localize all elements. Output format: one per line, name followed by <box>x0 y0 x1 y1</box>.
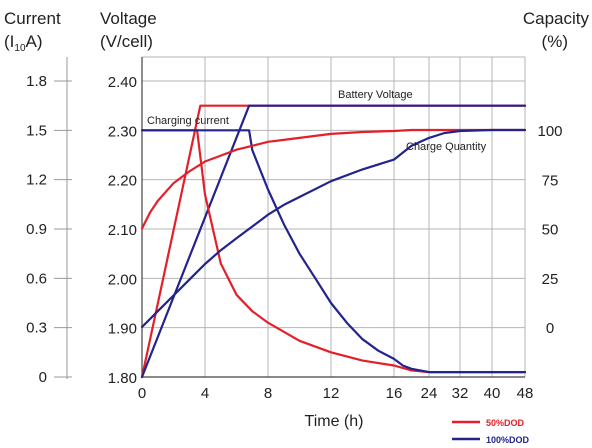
series-line-current-100pctdod <box>140 129 527 374</box>
charging-current-annotation: Charging current <box>147 115 229 127</box>
x-tick-label: 48 <box>517 385 534 402</box>
capacity-tick-label: 25 <box>542 271 559 288</box>
tick-labels: 1.8 1.5 1.2 0.9 0.6 0.3 0 2.40 2.30 2.20 2.10 2.00 1… <box>26 73 562 430</box>
data-series <box>140 104 527 379</box>
current-tick-label: 1.2 <box>26 172 47 189</box>
voltage-tick-label: 2.10 <box>108 222 137 239</box>
voltage-tick-label: 2.40 <box>108 74 137 91</box>
capacity-tick-label: 50 <box>542 222 559 239</box>
current-axis-unit-post: A) <box>26 32 43 51</box>
x-tick-label: 32 <box>452 385 469 402</box>
x-tick-label: 16 <box>386 385 403 402</box>
voltage-axis-unit: (V/cell) <box>100 32 153 51</box>
current-tick-label: 0.3 <box>26 320 47 337</box>
current-tick-label: 1.5 <box>26 122 47 139</box>
voltage-axis-title: Voltage <box>100 9 157 28</box>
x-tick-label: 12 <box>323 385 340 402</box>
chart-grid <box>142 56 526 377</box>
current-axis-title: Current <box>4 9 61 28</box>
voltage-tick-label: 2.30 <box>108 123 137 140</box>
x-tick-label: 0 <box>138 385 146 402</box>
current-axis-unit-pre: (I <box>4 32 14 51</box>
axis-titles: Current (I10A) Voltage (V/cell) Capacity… <box>4 9 590 54</box>
capacity-axis-title: Capacity <box>523 9 590 28</box>
series-line-capacity-50pctdod <box>140 128 527 230</box>
curve-annotations: Battery Voltage Charging current Charge Qu… <box>147 89 487 153</box>
chart-legend: 50%DOD 100%DOD <box>452 418 530 445</box>
x-tick-label: 8 <box>264 385 272 402</box>
x-tick-label: 40 <box>484 385 501 402</box>
legend-label: 100%DOD <box>486 435 530 445</box>
series-line-current-50pctdod <box>140 129 527 374</box>
chart-axes <box>54 57 525 379</box>
current-tick-label: 0.9 <box>26 221 47 238</box>
x-axis-title: Time (h) <box>305 413 364 430</box>
capacity-tick-label: 75 <box>542 172 559 189</box>
x-tick-label: 24 <box>421 385 438 402</box>
series-line-voltage-100pctdod <box>140 104 527 379</box>
current-tick-label: 1.8 <box>26 73 47 90</box>
series-line-capacity-100pctdod <box>140 128 527 329</box>
voltage-tick-label: 1.90 <box>108 321 137 338</box>
voltage-tick-label: 2.20 <box>108 173 137 190</box>
current-tick-label: 0.6 <box>26 270 47 287</box>
current-tick-label: 0 <box>39 369 47 386</box>
battery-voltage-annotation: Battery Voltage <box>338 89 413 101</box>
current-axis-unit-sub: 10 <box>14 43 26 54</box>
capacity-tick-label: 0 <box>546 320 554 337</box>
x-tick-label: 4 <box>201 385 209 402</box>
capacity-tick-label: 100 <box>537 123 562 140</box>
voltage-tick-label: 2.00 <box>108 271 137 288</box>
legend-label: 50%DOD <box>486 418 525 428</box>
capacity-axis-unit: (%) <box>542 32 568 51</box>
current-axis-unit: (I10A) <box>4 32 43 54</box>
charge-quantity-annotation: Charge Quantity <box>406 141 487 153</box>
voltage-tick-label: 1.80 <box>108 370 137 387</box>
